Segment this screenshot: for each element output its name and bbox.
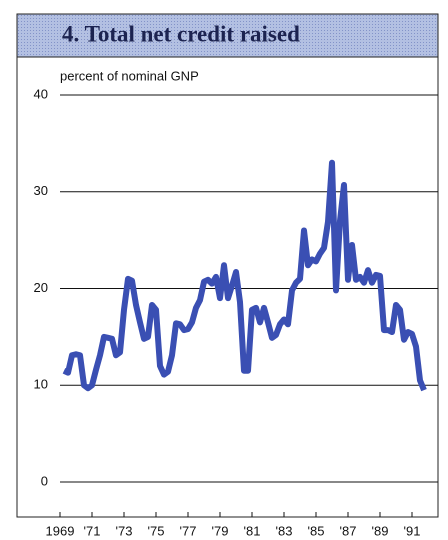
x-tick-label: '89: [372, 523, 389, 538]
x-tick-label: '77: [180, 523, 197, 538]
x-tick-label: '85: [308, 523, 325, 538]
data-line: [62, 159, 427, 392]
x-tick-label: '73: [116, 523, 133, 538]
y-axis-label: percent of nominal GNP: [60, 68, 199, 83]
x-tick-label: '81: [244, 523, 261, 538]
x-tick-label: '79: [212, 523, 229, 538]
x-tick-label: '87: [340, 523, 357, 538]
title-band: [16, 13, 439, 58]
x-tick-label: 1969: [46, 523, 75, 538]
x-tick-label: '91: [404, 523, 421, 538]
y-tick-label: 10: [34, 377, 48, 392]
y-tick-label: 30: [34, 183, 48, 198]
y-tick-label: 40: [34, 86, 48, 101]
y-tick-label: 0: [41, 473, 48, 488]
x-tick-label: '75: [148, 523, 165, 538]
chart-title: 4. Total net credit raised: [62, 21, 300, 46]
x-tick-label: '83: [276, 523, 293, 538]
frame: [16, 56, 439, 518]
y-tick-label: 20: [34, 280, 48, 295]
x-tick-label: '71: [84, 523, 101, 538]
